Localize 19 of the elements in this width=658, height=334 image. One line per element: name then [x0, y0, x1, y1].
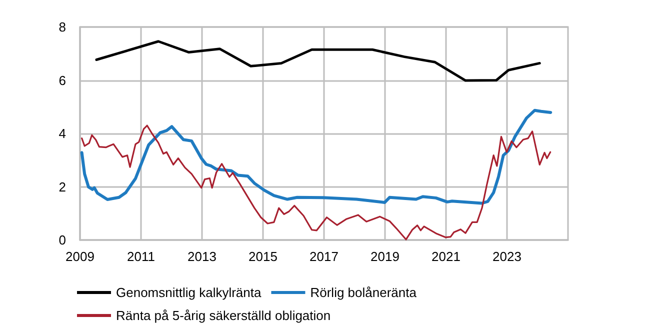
legend-label: Ränta på 5-årig säkerställd obligation — [116, 308, 331, 323]
x-tick-label: 2021 — [432, 249, 460, 264]
line-series — [95, 40, 541, 82]
y-tick-label: 6 — [58, 72, 66, 88]
x-tick-label: 2023 — [492, 249, 522, 264]
x-tick-label: 2019 — [370, 249, 400, 264]
x-tick-label: 2009 — [66, 249, 94, 264]
x-tick-label: 2011 — [127, 249, 155, 264]
line-series — [80, 108, 552, 205]
legend-label: Rörlig bolåneränta — [310, 285, 418, 300]
x-tick-label: 2017 — [310, 249, 338, 264]
y-tick-label: 0 — [58, 232, 66, 248]
x-tick-label: 2013 — [188, 249, 216, 264]
x-tick-label: 2015 — [248, 249, 278, 264]
line-series — [81, 124, 552, 240]
y-tick-label: 8 — [58, 20, 66, 34]
legend-label: Genomsnittlig kalkylränta — [116, 285, 262, 300]
y-tick-label: 4 — [58, 126, 66, 141]
y-tick-label: 2 — [58, 179, 66, 194]
